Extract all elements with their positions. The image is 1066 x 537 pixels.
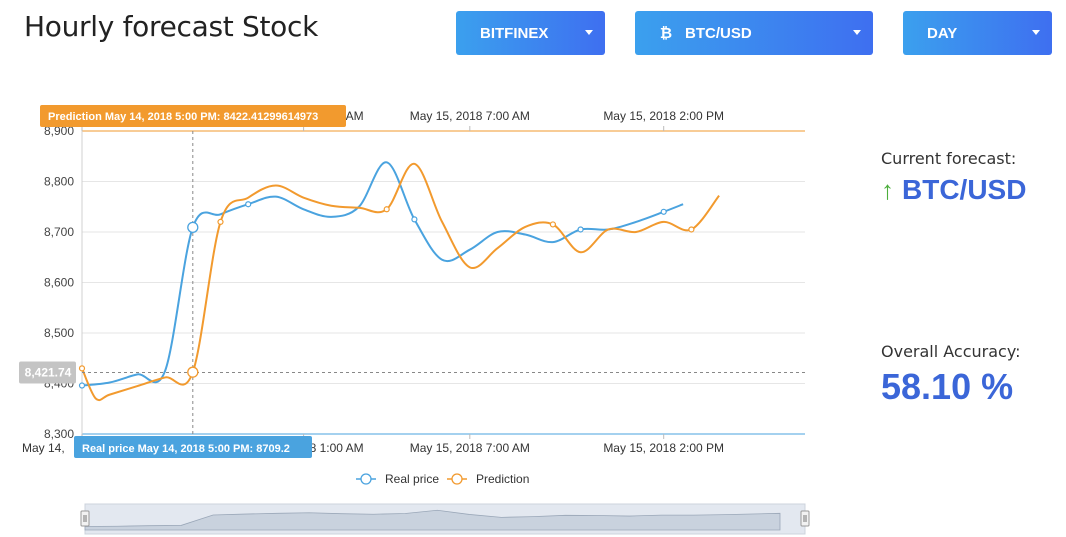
chart-legend: Real price Prediction [356,472,529,486]
handle-grip [80,510,90,527]
pair-dropdown[interactable]: ₿ BTC/USD [635,11,873,55]
navigator-handle-right[interactable] [800,510,810,527]
hover-point-prediction [187,366,199,378]
y-tick-label: 8,700 [44,225,74,239]
overall-accuracy-label: Overall Accuracy: [881,342,1021,361]
current-forecast-value: ↑ BTC/USD [881,174,1026,206]
chevron-down-icon [585,30,593,35]
page-title: Hourly forecast Stock [24,10,319,43]
hover-point-real-price [187,221,199,234]
exchange-dropdown-label: BITFINEX [480,24,549,42]
x-tick-label-top: May 15, 2018 2:00 PM [603,109,724,123]
y-tick-label: 8,500 [44,326,74,340]
x-tick-label-bottom: May 15, 2018 7:00 AM [410,441,530,455]
series-line-real-price [81,161,684,387]
data-point [217,218,224,225]
prediction-tooltip-box [40,105,346,127]
data-point [78,382,86,389]
chevron-down-icon [1032,30,1040,35]
arrow-up-icon: ↑ [881,174,894,205]
x-tick-label-top: May 15, 2018 7:00 AM [410,109,530,123]
legend-item-prediction[interactable]: Prediction [447,472,529,486]
x-tick-label-bottom: May 14, [22,441,65,455]
prediction-tooltip-text: Prediction May 14, 2018 5:00 PM: 8422.41… [48,111,318,123]
real-price-tooltip-text: Real price May 14, 2018 5:00 PM: 8709.2 [82,443,290,455]
chevron-down-icon [853,30,861,35]
data-point [688,226,695,233]
overall-accuracy-value: 58.10 % [881,366,1014,407]
bitcoin-icon: ₿ [659,24,673,42]
data-point [660,208,667,215]
data-point [245,201,252,208]
legend-label: Prediction [476,472,529,486]
navigator-series [84,509,781,531]
data-point [78,365,86,372]
y-tick-label: 8,900 [44,124,74,138]
x-tick-label-bottom: May 15, 2018 2:00 PM [603,441,724,455]
current-forecast-label: Current forecast: [881,149,1017,168]
legend-marker [360,473,372,485]
crosshair-y-label-text: 8,421.74 [25,366,72,380]
data-point [577,226,584,233]
period-dropdown[interactable]: DAY [903,11,1052,55]
crosshair-y-label: 8,421.74 [19,361,76,384]
data-point [383,206,390,213]
exchange-dropdown[interactable]: BITFINEX [456,11,605,55]
data-point [411,216,418,223]
y-tick-label: 8,600 [44,276,74,290]
prediction-tooltip: Prediction May 14, 2018 5:00 PM: 8422.41… [40,105,346,127]
pair-dropdown-label: BTC/USD [685,24,752,42]
legend-marker [451,473,463,485]
handle-grip [800,510,810,527]
real-price-tooltip: Real price May 14, 2018 5:00 PM: 8709.2 [74,436,312,458]
current-forecast-pair: BTC/USD [902,174,1027,205]
navigator-handle-left[interactable] [80,510,90,527]
y-tick-label: 8,300 [44,427,74,441]
series-line-prediction [81,162,720,402]
legend-label: Real price [385,472,439,486]
legend-item-real-price[interactable]: Real price [356,472,439,486]
real-price-tooltip-box [74,436,312,458]
range-navigator[interactable] [80,503,810,535]
period-dropdown-label: DAY [927,24,958,42]
data-point [549,221,557,228]
y-tick-label: 8,800 [44,175,74,189]
crosshair-y-label-box [19,361,76,384]
